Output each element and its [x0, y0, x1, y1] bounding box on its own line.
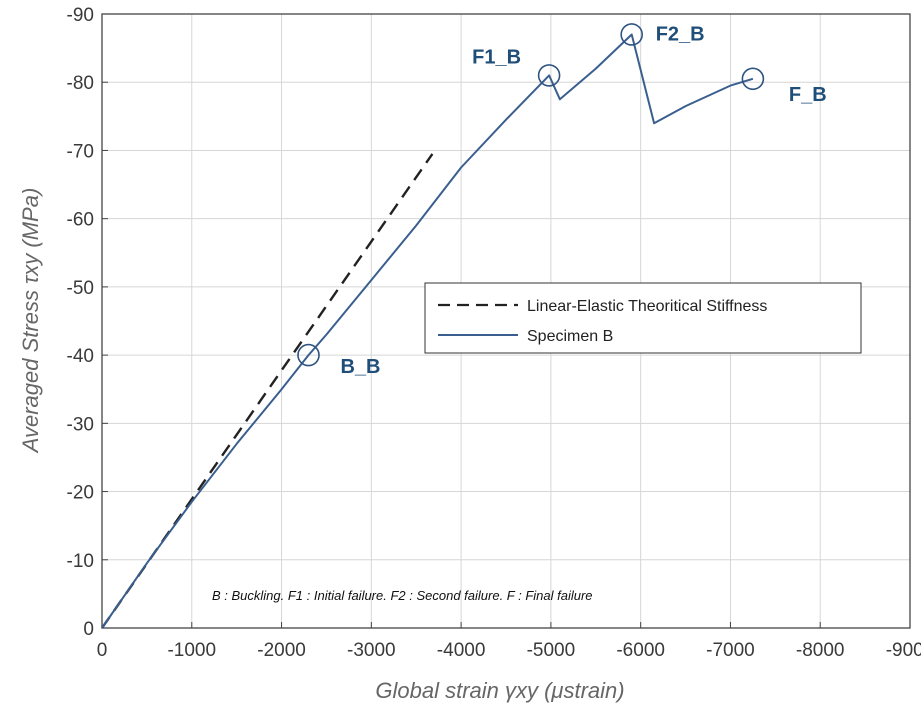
- failure-marker-circle: [537, 64, 561, 87]
- y-tick-label: -30: [67, 414, 94, 435]
- legend-box: [424, 282, 862, 354]
- failure-marker-circle: [741, 67, 765, 91]
- footnote: B : Buckling. F1 : Initial failure. F2 :…: [212, 588, 593, 603]
- annotation-label: F1_B: [472, 46, 521, 68]
- annotations: B_B F1_B F2_B F_B: [297, 23, 827, 378]
- y-tick-label: -60: [67, 210, 94, 231]
- x-tick-label: -3000: [347, 640, 396, 661]
- y-tick-label: -70: [67, 141, 94, 162]
- x-axis-title: Global strain γxy (μstrain): [375, 678, 624, 703]
- plot-frame: [101, 13, 911, 629]
- legend-label-specimen: Specimen B: [527, 328, 613, 345]
- failure-marker-circle: [620, 23, 643, 46]
- y-tick-label: -90: [67, 5, 94, 26]
- y-tick-label: -40: [67, 346, 94, 367]
- legend-label-theoretical: Linear-Elastic Theoritical Stiffness: [527, 298, 767, 315]
- x-tick-label: -5000: [527, 640, 576, 661]
- x-tick-label: -7000: [706, 640, 755, 661]
- y-tick-label: -50: [67, 278, 94, 299]
- x-tick-label: 0: [97, 640, 108, 661]
- legend: Linear-Elastic Theoritical Stiffness Spe…: [424, 282, 862, 354]
- y-tick-label: -80: [67, 73, 94, 94]
- x-tick-label: -1000: [167, 640, 216, 661]
- specimen-b-line: [101, 33, 754, 629]
- failure-marker-circle: [297, 343, 320, 367]
- x-tick-label: -8000: [796, 640, 845, 661]
- annotation-label: F_B: [789, 84, 827, 106]
- y-tick-label: -10: [67, 551, 94, 572]
- x-tick-label: -6000: [616, 640, 665, 661]
- series: [101, 33, 754, 629]
- x-tick-label: -2000: [257, 640, 306, 661]
- tick-labels: 0 -1000 -2000 -3000 -4000 -5000 -6000 -7000 -800…: [67, 5, 921, 661]
- annotation-label: F2_B: [656, 23, 705, 45]
- y-axis-title: Averaged Stress τxy (MPa): [18, 188, 43, 455]
- y-tick-label: 0: [83, 619, 94, 640]
- x-tick-label: -4000: [437, 640, 486, 661]
- y-tick-label: -20: [67, 483, 94, 504]
- annotation-label: B_B: [340, 356, 380, 378]
